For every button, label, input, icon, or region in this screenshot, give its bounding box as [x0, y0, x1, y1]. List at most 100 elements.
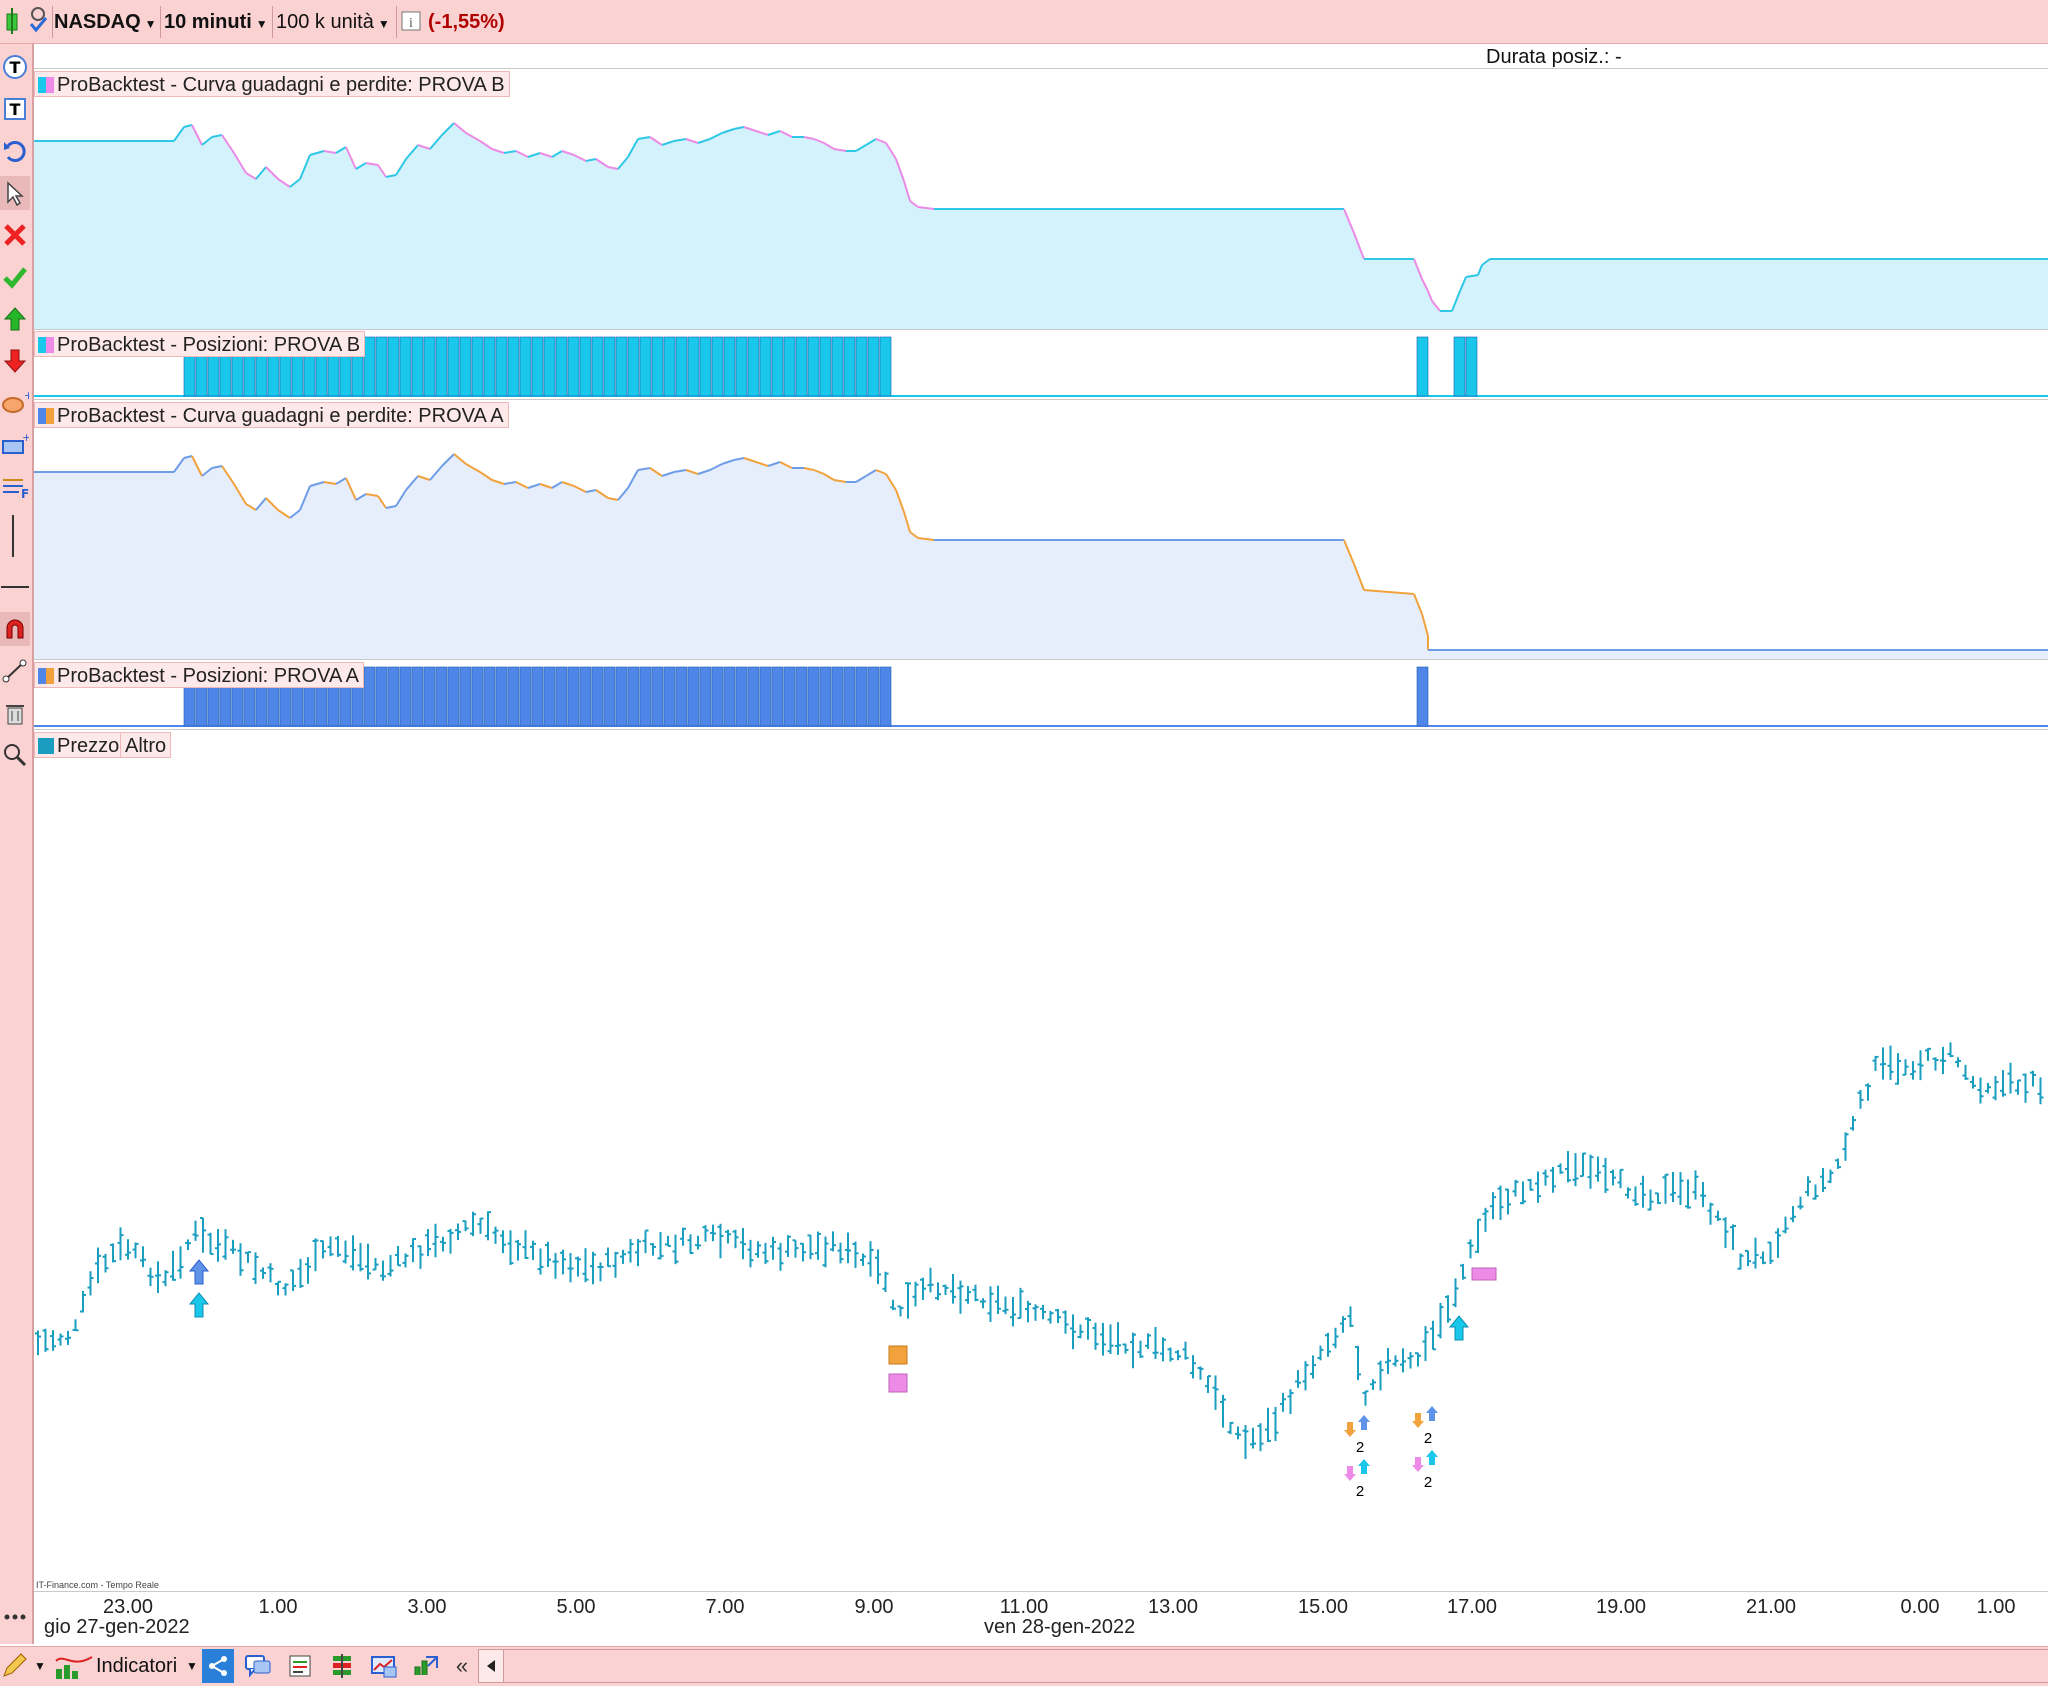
horizontal-scrollbar[interactable] — [504, 1649, 2048, 1683]
scroll-left-icon[interactable] — [478, 1649, 504, 1683]
timeframe-label: 10 minuti — [164, 11, 252, 33]
position-bar — [687, 666, 700, 727]
equity-segment — [875, 138, 887, 144]
panel-label-price[interactable]: Prezzo — [34, 732, 125, 758]
equity-segment — [429, 134, 443, 150]
separator — [34, 729, 2048, 730]
ellipse-icon[interactable]: + — [0, 386, 30, 420]
backtest-icon[interactable] — [410, 1649, 442, 1683]
delete-icon[interactable] — [0, 218, 30, 252]
checklist-icon[interactable] — [26, 6, 50, 38]
position-bar — [771, 666, 784, 727]
drawing-toolbar: T T + + F — [0, 44, 34, 1644]
equity-segment — [673, 138, 687, 142]
position-bar — [471, 336, 484, 397]
chart-area[interactable]: 2 2 2 2 — [34, 44, 2048, 1644]
x-tick: 1.00 — [1976, 1596, 2016, 1618]
indicators-button[interactable]: Indicatori — [96, 1654, 178, 1677]
undo-icon[interactable] — [0, 134, 30, 168]
position-bar — [555, 666, 568, 727]
sell-arrow-icon[interactable] — [0, 344, 30, 378]
orderbook-icon[interactable] — [326, 1649, 358, 1683]
cursor-icon[interactable] — [0, 176, 30, 210]
vertical-line-icon[interactable] — [0, 512, 30, 560]
position-bar — [543, 336, 556, 397]
panel-label-price-extra[interactable]: Altro — [120, 732, 172, 758]
equity-segment — [417, 144, 431, 150]
panel-label-positions-b[interactable]: ProBacktest - Posizioni: PROVA B — [34, 331, 366, 357]
fibonacci-icon[interactable]: F — [0, 470, 30, 504]
share-icon[interactable] — [202, 1649, 234, 1683]
rectangle-icon[interactable]: + — [0, 428, 30, 462]
panel-label-equity-a[interactable]: ProBacktest - Curva guadagni e perdite: … — [34, 402, 509, 428]
check-icon[interactable] — [0, 260, 30, 294]
zoom-icon[interactable] — [0, 738, 30, 772]
text-box-icon[interactable]: T — [0, 92, 30, 126]
equity-segment — [173, 457, 185, 473]
collapse-left-icon[interactable]: « — [455, 1653, 469, 1678]
position-bar — [747, 336, 760, 397]
position-bar — [603, 336, 616, 397]
report-icon[interactable] — [284, 1649, 316, 1683]
equity-segment — [895, 158, 905, 182]
position-bar — [783, 336, 796, 397]
x-tick: 13.00 — [1147, 1596, 1199, 1618]
equity-segment — [441, 122, 455, 136]
timeframe-select[interactable]: 10 minuti ▼ — [164, 6, 270, 38]
equity-segment — [527, 152, 541, 158]
equity-segment — [661, 471, 675, 477]
equity-segment — [561, 481, 575, 487]
more-options-icon[interactable] — [0, 1600, 30, 1634]
equity-segment — [767, 461, 781, 467]
svg-text:+: + — [24, 390, 29, 402]
pencil-icon[interactable] — [0, 1649, 28, 1683]
chart-type-icon[interactable] — [2, 6, 24, 38]
equity-segment — [221, 465, 235, 485]
panel-label-positions-a[interactable]: ProBacktest - Posizioni: PROVA A — [34, 662, 364, 688]
position-bar — [507, 666, 520, 727]
position-bar — [423, 336, 436, 397]
equity-segment — [183, 455, 193, 459]
equity-segment — [255, 497, 267, 511]
horizontal-line-icon[interactable] — [0, 570, 30, 604]
position-bar — [1416, 336, 1429, 397]
panel-label-equity-b[interactable]: ProBacktest - Curva guadagni e perdite: … — [34, 71, 510, 97]
svg-text:T: T — [10, 58, 21, 77]
chevron-down-icon[interactable]: ▼ — [186, 1659, 198, 1673]
equity-segment — [255, 166, 267, 180]
info-icon[interactable]: i — [400, 6, 422, 38]
chevron-down-icon[interactable]: ▼ — [34, 1659, 46, 1673]
units-select[interactable]: 100 k unità ▼ — [276, 6, 396, 38]
equity-curve-prova-b — [34, 122, 2048, 329]
window-chart-icon[interactable] — [368, 1649, 400, 1683]
x-tick: 7.00 — [705, 1596, 745, 1618]
buy-arrow-icon[interactable] — [0, 302, 30, 336]
trash-icon[interactable] — [0, 696, 30, 730]
equity-segment — [527, 483, 541, 489]
equity-segment — [515, 150, 529, 158]
equity-segment — [265, 166, 279, 180]
equity-segment — [233, 152, 247, 174]
position-bar — [867, 666, 880, 727]
instrument-select[interactable]: NASDAQ ▼ — [54, 6, 158, 38]
equity-segment — [823, 142, 835, 150]
position-bar — [711, 336, 724, 397]
comments-icon[interactable] — [242, 1649, 274, 1683]
equity-segment — [1465, 274, 1479, 278]
equity-segment — [909, 531, 919, 539]
text-tool-icon[interactable]: T — [0, 50, 30, 84]
equity-segment — [721, 459, 735, 465]
position-bar — [807, 666, 820, 727]
trend-line-icon[interactable] — [0, 654, 30, 688]
equity-segment — [779, 130, 793, 138]
exit-square-a — [888, 1345, 908, 1365]
sell-arrow-small — [1344, 1466, 1356, 1481]
magnet-icon[interactable] — [0, 612, 30, 646]
equity-segment — [697, 138, 711, 144]
position-bar — [651, 336, 664, 397]
x-tick: 3.00 — [407, 1596, 447, 1618]
price-bars — [35, 1042, 2044, 1459]
equity-segment — [673, 469, 687, 473]
indicators-icon[interactable] — [54, 1649, 94, 1683]
panel-title: ProBacktest - Posizioni: PROVA A — [57, 665, 359, 687]
